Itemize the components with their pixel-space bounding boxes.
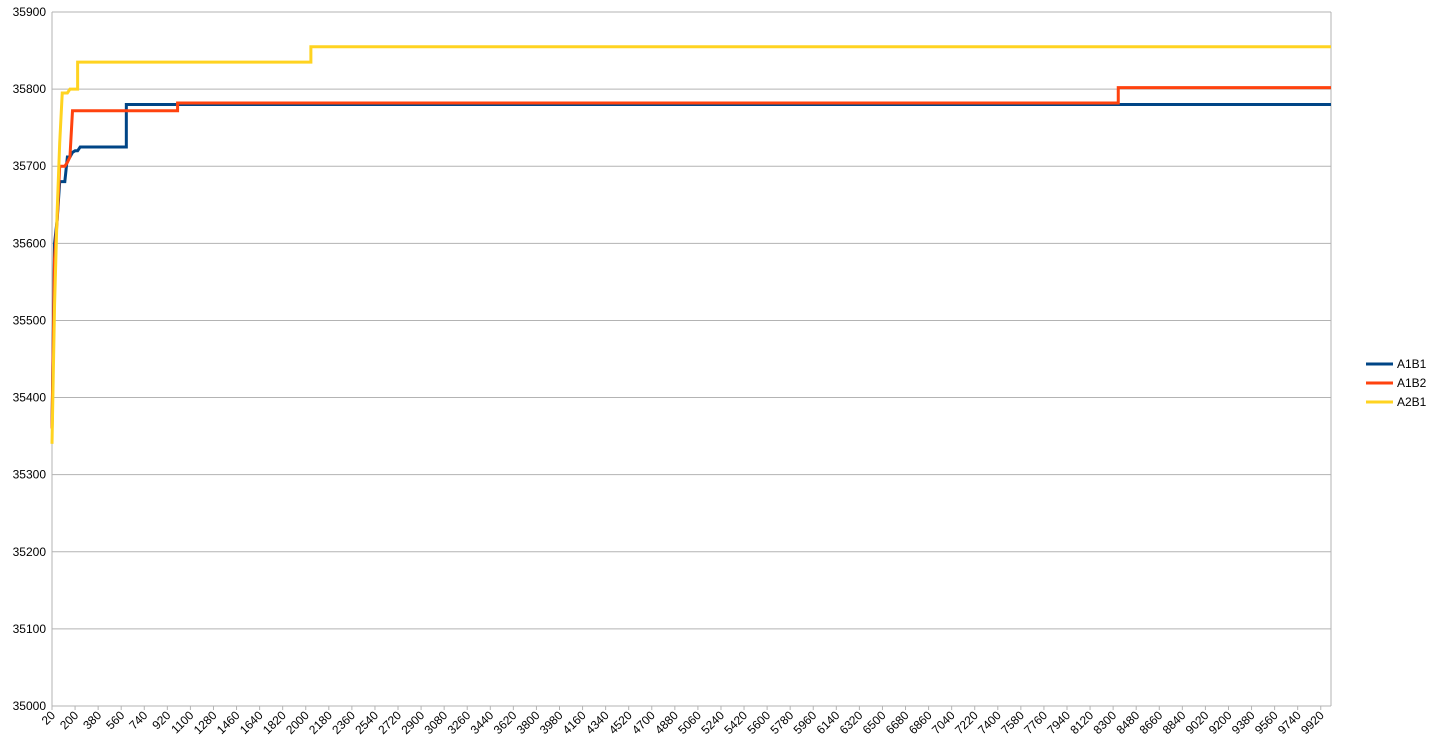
x-tick-label: 5960 xyxy=(791,708,820,737)
x-tick-label: 9920 xyxy=(1298,708,1327,737)
x-tick-label: 1640 xyxy=(237,708,266,737)
x-tick-label: 2720 xyxy=(375,708,404,737)
gridlines xyxy=(52,12,1331,706)
y-tick-label: 35100 xyxy=(13,622,47,636)
x-tick-label: 4340 xyxy=(583,708,612,737)
x-tick-label: 6500 xyxy=(860,708,889,737)
series-line-a1b2 xyxy=(52,88,1331,429)
legend: A1B1 A1B2 A2B1 xyxy=(1366,357,1427,409)
x-tick-label: 6680 xyxy=(883,708,912,737)
y-tick-label: 35800 xyxy=(13,82,47,96)
y-tick-label: 35700 xyxy=(13,159,47,173)
series-line-a1b1 xyxy=(52,105,1331,429)
y-tick-label: 35900 xyxy=(13,5,47,19)
x-tick-label: 2000 xyxy=(283,708,312,737)
x-tick-label: 5600 xyxy=(744,708,773,737)
x-tick-label: 6320 xyxy=(837,708,866,737)
x-tick-label: 560 xyxy=(103,708,127,732)
y-tick-label: 35600 xyxy=(13,236,47,250)
x-tick-label: 5240 xyxy=(698,708,727,737)
x-tick-label: 9200 xyxy=(1206,708,1235,737)
x-tick-labels: 20 200 380 560 740 92011001280146016401820200… xyxy=(39,708,1327,737)
x-tick-label: 7760 xyxy=(1021,708,1050,737)
x-tick-label: 1100 xyxy=(168,708,196,736)
x-tick-label: 7040 xyxy=(929,708,958,737)
x-tick-label: 3440 xyxy=(468,708,497,737)
x-tick-label: 3260 xyxy=(445,708,474,737)
x-tick-label: 1820 xyxy=(260,708,289,737)
x-tick-label: 7400 xyxy=(975,708,1004,737)
x-tick-label: 5780 xyxy=(768,708,797,737)
x-tick-label: 4880 xyxy=(652,708,681,737)
y-tick-label: 35400 xyxy=(13,391,47,405)
x-tick-label: 4520 xyxy=(606,708,635,737)
x-tick-label: 3980 xyxy=(537,708,566,737)
x-tick-label: 4700 xyxy=(629,708,658,737)
y-tick-label: 35300 xyxy=(13,468,47,482)
x-tick-label: 8660 xyxy=(1137,708,1166,737)
x-tick-label: 7220 xyxy=(952,708,981,737)
legend-label-a1b1: A1B1 xyxy=(1397,357,1427,371)
x-tick-label: 8480 xyxy=(1114,708,1143,737)
axes xyxy=(52,12,1331,710)
x-tick-label: 8300 xyxy=(1090,708,1119,737)
x-tick-label: 2360 xyxy=(329,708,358,737)
x-tick-label: 200 xyxy=(57,708,81,732)
legend-label-a2b1: A2B1 xyxy=(1397,395,1427,409)
x-tick-label: 3620 xyxy=(491,708,520,737)
legend-label-a1b2: A1B2 xyxy=(1397,376,1427,390)
x-tick-label: 5060 xyxy=(675,708,704,737)
x-tick-label: 1460 xyxy=(214,708,243,737)
x-tick-label: 6860 xyxy=(906,708,935,737)
x-tick-label: 9380 xyxy=(1229,708,1258,737)
x-tick-label: 3080 xyxy=(421,708,450,737)
x-tick-label: 2540 xyxy=(352,708,381,737)
x-tick-label: 9020 xyxy=(1183,708,1212,737)
y-tick-label: 35000 xyxy=(13,699,47,713)
x-tick-label: 3800 xyxy=(514,708,543,737)
x-tick-label: 8840 xyxy=(1160,708,1189,737)
x-tick-label: 9560 xyxy=(1252,708,1281,737)
x-tick-label: 7940 xyxy=(1044,708,1073,737)
x-tick-label: 4160 xyxy=(560,708,589,737)
y-tick-label: 35500 xyxy=(13,313,47,327)
x-tick-label: 380 xyxy=(80,708,104,732)
x-tick-label: 1280 xyxy=(191,708,220,737)
y-tick-label: 35200 xyxy=(13,545,47,559)
x-tick-label: 740 xyxy=(126,708,150,732)
x-tick-label: 2180 xyxy=(306,708,335,737)
x-tick-label: 7580 xyxy=(998,708,1027,737)
y-tick-labels: 35000 35100 35200 35300 35400 35500 35600 35700… xyxy=(13,5,47,713)
x-tick-label: 6140 xyxy=(814,708,843,737)
x-tick-label: 9740 xyxy=(1275,708,1304,737)
series-lines xyxy=(52,47,1331,444)
x-tick-label: 5420 xyxy=(721,708,750,737)
series-line-a2b1 xyxy=(52,47,1331,444)
x-tick-label: 2900 xyxy=(398,708,427,737)
x-tick-label: 8120 xyxy=(1067,708,1096,737)
